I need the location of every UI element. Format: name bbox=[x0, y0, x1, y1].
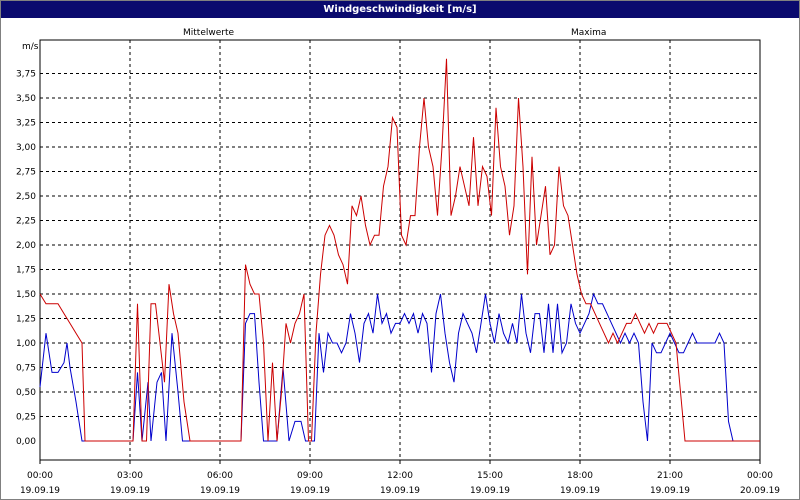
x-tick-time: 00:00 bbox=[747, 471, 773, 481]
x-tick-time: 03:00 bbox=[117, 471, 143, 481]
x-tick-date: 19.09.19 bbox=[200, 486, 240, 496]
y-tick-label: 3,50 bbox=[16, 94, 36, 104]
series-lines bbox=[39, 58, 760, 442]
x-tick-time: 12:00 bbox=[387, 471, 413, 481]
y-tick-label: 1,50 bbox=[16, 290, 36, 300]
y-tick-label: 0,00 bbox=[16, 437, 36, 447]
x-tick-time: 00:00 bbox=[27, 471, 53, 481]
y-axis-unit-label: m/s bbox=[22, 42, 39, 52]
y-tick-label: 3,75 bbox=[16, 70, 36, 80]
y-tick-label: 1,75 bbox=[16, 266, 36, 276]
x-tick-date: 19.09.19 bbox=[650, 486, 690, 496]
x-tick-date: 19.09.19 bbox=[20, 486, 60, 496]
y-tick-label: 3,25 bbox=[16, 119, 36, 129]
axis-labels: 0,00 0,25 0,50 0,75 1,00 1,25 1,50 1,75 2,00 2,25… bbox=[16, 70, 780, 497]
y-tick-label: 1,25 bbox=[16, 315, 36, 325]
legend-maxima: Maxima bbox=[571, 28, 606, 38]
y-tick-label: 2,75 bbox=[16, 168, 36, 178]
x-tick-date: 19.09.19 bbox=[470, 486, 510, 496]
y-tick-label: 0,50 bbox=[16, 388, 36, 398]
x-tick-date: 19.09.19 bbox=[290, 486, 330, 496]
plot-border bbox=[39, 39, 761, 461]
y-tick-label: 2,50 bbox=[16, 192, 36, 202]
x-tick-date: 20.09.19 bbox=[740, 486, 780, 496]
y-tick-label: 2,00 bbox=[16, 241, 36, 251]
x-tick-time: 21:00 bbox=[657, 471, 683, 481]
x-tick-time: 18:00 bbox=[567, 471, 593, 481]
y-tick-label: 0,25 bbox=[16, 413, 36, 423]
chart-title: Windgeschwindigkeit [m/s] bbox=[1, 1, 799, 18]
x-tick-date: 19.09.19 bbox=[380, 486, 420, 496]
x-tick-date: 19.09.19 bbox=[110, 486, 150, 496]
series-line-maxima bbox=[39, 58, 760, 442]
x-tick-time: 06:00 bbox=[207, 471, 233, 481]
y-tick-label: 2,25 bbox=[16, 217, 36, 227]
y-tick-label: 0,75 bbox=[16, 364, 36, 374]
x-tick-time: 09:00 bbox=[297, 471, 323, 481]
x-tick-time: 15:00 bbox=[477, 471, 503, 481]
legend-mittelwerte: Mittelwerte bbox=[183, 28, 234, 38]
y-tick-label: 1,00 bbox=[16, 339, 36, 349]
x-tick-date: 19.09.19 bbox=[560, 486, 600, 496]
axes bbox=[39, 39, 761, 464]
y-tick-label: 3,00 bbox=[16, 143, 36, 153]
